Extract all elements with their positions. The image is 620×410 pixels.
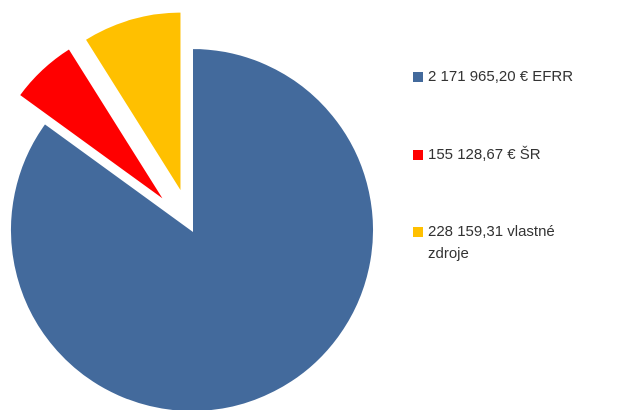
legend-swatch bbox=[413, 150, 423, 160]
legend-item: 155 128,67 € ŠR bbox=[413, 144, 574, 166]
pie-slice bbox=[83, 10, 183, 197]
legend-label: 228 159,31 vlastné zdroje bbox=[428, 223, 555, 262]
legend-item: 228 159,31 vlastné zdroje bbox=[413, 221, 574, 265]
pie-slice bbox=[9, 46, 375, 410]
legend-label: 155 128,67 € ŠR bbox=[428, 146, 541, 163]
pie-area bbox=[9, 10, 375, 410]
legend-swatch bbox=[413, 72, 423, 82]
pie-slice bbox=[17, 46, 167, 204]
legend-swatch bbox=[413, 227, 423, 237]
legend-label: 2 171 965,20 € EFRR bbox=[428, 68, 574, 85]
legend-item: 2 171 965,20 € EFRR bbox=[413, 66, 574, 88]
